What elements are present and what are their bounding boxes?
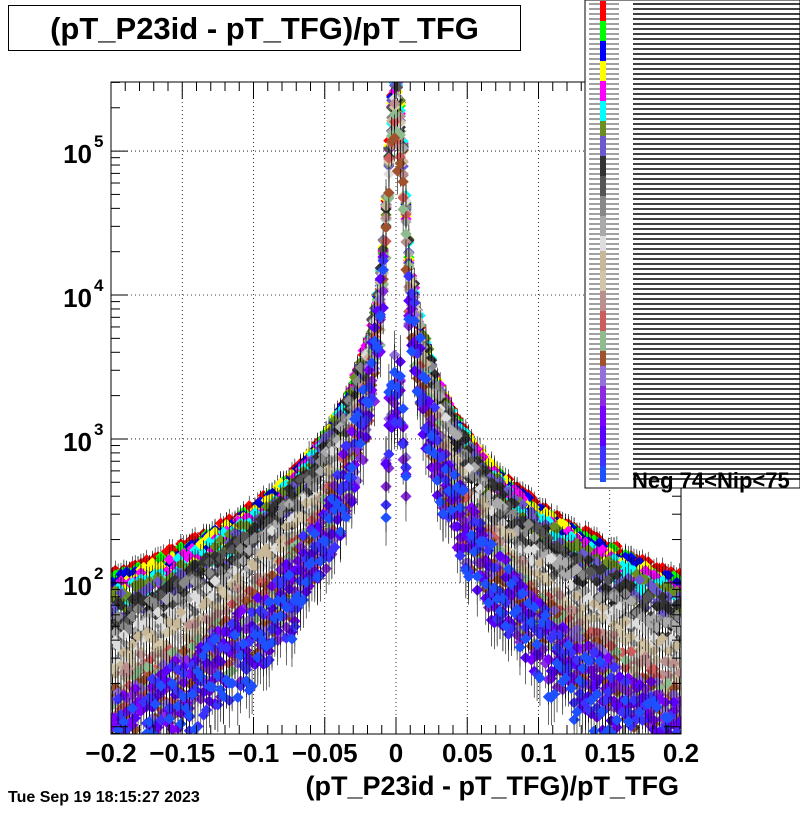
data-point [392,70,403,81]
data-point [392,69,403,80]
data-layer [111,68,681,734]
data-point [389,68,400,79]
data-point [163,553,176,566]
chart-title-box: (pT_P23id - pT_TFG)/pT_TFG [8,5,521,51]
chart-title: (pT_P23id - pT_TFG)/pT_TFG [50,11,479,46]
